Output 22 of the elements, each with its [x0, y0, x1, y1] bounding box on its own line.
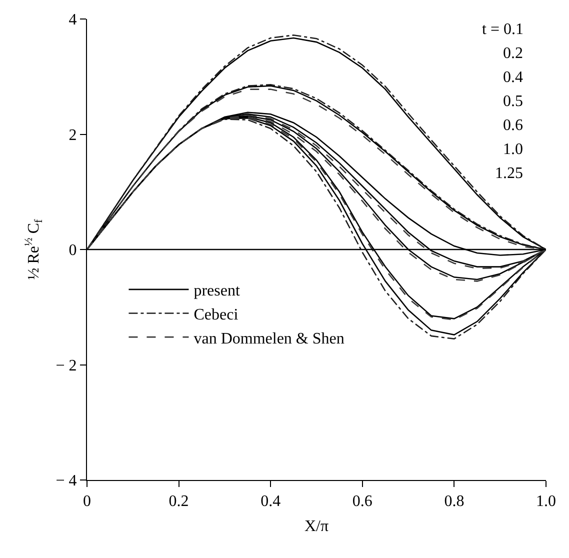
y-tick-label: 4: [68, 12, 77, 29]
x-tick-label: 0.4: [260, 493, 281, 510]
legend-label: present: [194, 282, 240, 300]
legend-label: van Dommelen & Shen: [194, 330, 344, 348]
annotation: 0.4: [503, 69, 523, 86]
y-tick-label: − 2: [56, 357, 77, 374]
legend-label: Cebeci: [194, 306, 239, 324]
y-tick-label: − 4: [56, 472, 77, 490]
annotation: t = 0.1: [482, 21, 524, 38]
x-tick-label: 1.0: [536, 493, 556, 510]
x-axis-title: X/π: [304, 518, 329, 535]
x-tick-label: 0.6: [352, 493, 372, 510]
x-tick-label: 0.8: [444, 493, 464, 510]
annotation: 0.5: [503, 93, 523, 110]
y-tick-label: 2: [68, 126, 77, 144]
annotation: 0.6: [503, 117, 523, 134]
annotation: 0.2: [503, 45, 523, 62]
annotation: 1.25: [495, 165, 523, 182]
x-tick-label: 0.2: [168, 493, 189, 510]
y-tick-label: 0: [68, 242, 77, 260]
annotation: 1.0: [503, 141, 523, 158]
x-tick-label: 0: [83, 493, 91, 510]
